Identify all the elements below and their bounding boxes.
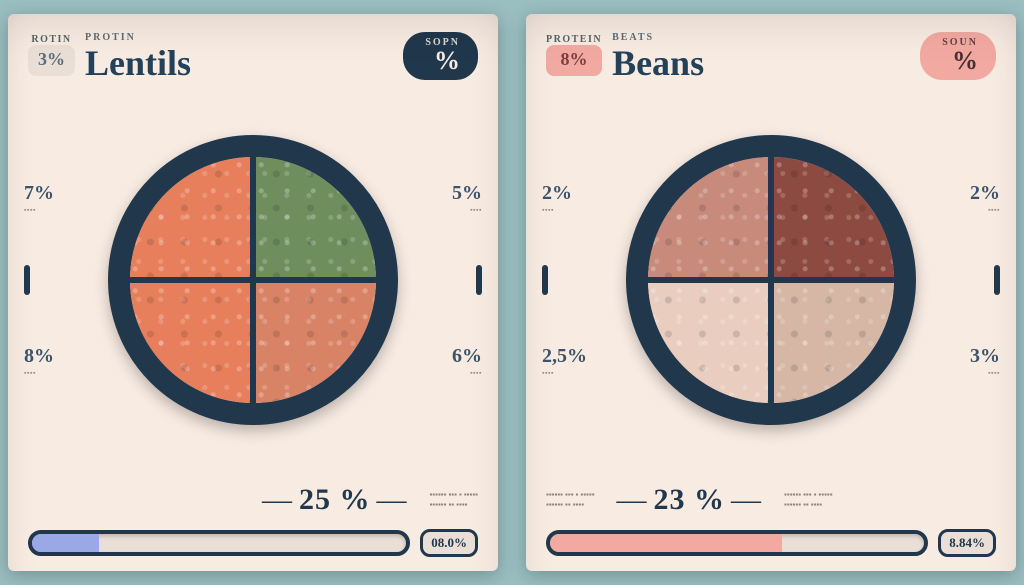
right-pill-top: SOPN (425, 38, 460, 48)
card-lentils: ROTIN 3% PROTIN Lentils SOPN % 7%▪▪▪▪ 8%… (8, 14, 498, 571)
footer-blurb-left: ▪▪▪▪▪▪ ▪▪▪ ▪ ▪▪▪▪▪▪▪▪▪▪▪ ▪▪ ▪▪▪▪ (546, 490, 595, 509)
card-beans: PROTEIN 8% BEATS Beans SOUN % 2%▪▪▪▪ 2,5… (526, 14, 1016, 571)
left-chip: PROTEIN 8% (546, 32, 602, 76)
stat-r1: 2% (970, 182, 1000, 205)
progress-bar (546, 530, 928, 556)
pie-ring (108, 135, 398, 425)
notch-icon (476, 265, 482, 295)
right-pill: SOPN % (403, 32, 478, 80)
title-block: BEATS Beans (612, 32, 910, 81)
kicker: PROTIN (85, 32, 393, 43)
left-chip-value: 8% (546, 45, 602, 76)
left-chip-label: ROTIN (28, 32, 75, 45)
footer-blurb-right: ▪▪▪▪▪▪ ▪▪▪ ▪ ▪▪▪▪▪▪▪▪▪▪▪ ▪▪ ▪▪▪▪ (784, 490, 833, 509)
stat-l2: 8% (24, 345, 54, 368)
title-block: PROTIN Lentils (85, 32, 393, 81)
pie-ring (626, 135, 916, 425)
topbar: PROTEIN 8% BEATS Beans SOUN % (546, 32, 996, 81)
quad-br (771, 280, 894, 403)
progress-wrap: 08.0% (28, 529, 478, 557)
left-stats: 7%▪▪▪▪ 8%▪▪▪▪ (24, 81, 78, 479)
quad-tr (771, 157, 894, 280)
left-chip: ROTIN 3% (28, 32, 75, 76)
notch-icon (24, 265, 30, 295)
quad-br (253, 280, 376, 403)
stat-l2: 2,5% (542, 345, 587, 368)
stat-r1: 5% (452, 182, 482, 205)
quad-tl (648, 157, 771, 280)
progress-fill (550, 534, 782, 552)
right-pill-main: % (952, 48, 978, 74)
stat-l1: 7% (24, 182, 54, 205)
footer-pct: 25 % (256, 483, 414, 517)
left-stats: 2%▪▪▪▪ 2,5%▪▪▪▪ (542, 81, 596, 479)
footer-row: 25 % ▪▪▪▪▪▪ ▪▪▪ ▪ ▪▪▪▪▪▪▪▪▪▪▪ ▪▪ ▪▪▪▪ (28, 483, 478, 517)
topbar: ROTIN 3% PROTIN Lentils SOPN % (28, 32, 478, 81)
right-pill-main: % (434, 48, 460, 74)
stat-l1: 2% (542, 182, 572, 205)
quad-tl (130, 157, 253, 280)
right-stats: 2%▪▪▪▪ 3%▪▪▪▪ (946, 81, 1000, 479)
footer-row: ▪▪▪▪▪▪ ▪▪▪ ▪ ▪▪▪▪▪▪▪▪▪▪▪ ▪▪ ▪▪▪▪ 23 % ▪▪… (546, 483, 996, 517)
kicker: BEATS (612, 32, 910, 43)
footer-pct: 23 % (611, 483, 769, 517)
right-pill: SOUN % (920, 32, 996, 80)
left-chip-label: PROTEIN (546, 32, 602, 45)
progress-wrap: 8.84% (546, 529, 996, 557)
card-title: Lentils (85, 45, 393, 81)
quad-bl (648, 280, 771, 403)
progress-bar (28, 530, 410, 556)
right-stats: 5%▪▪▪▪ 6%▪▪▪▪ (428, 81, 482, 479)
quad-tr (253, 157, 376, 280)
quad-bl (130, 280, 253, 403)
card-title: Beans (612, 45, 910, 81)
progress-label: 8.84% (938, 529, 996, 557)
notch-icon (994, 265, 1000, 295)
right-pill-top: SOUN (942, 38, 978, 48)
notch-icon (542, 265, 548, 295)
chart-area: 2%▪▪▪▪ 2,5%▪▪▪▪ 2%▪▪▪▪ 3%▪▪▪▪ (546, 81, 996, 479)
stat-r2: 3% (970, 345, 1000, 368)
progress-label: 08.0% (420, 529, 478, 557)
stat-r2: 6% (452, 345, 482, 368)
chart-area: 7%▪▪▪▪ 8%▪▪▪▪ 5%▪▪▪▪ 6%▪▪▪▪ (28, 81, 478, 479)
progress-fill (32, 534, 99, 552)
left-chip-value: 3% (28, 45, 75, 76)
footer-blurb: ▪▪▪▪▪▪ ▪▪▪ ▪ ▪▪▪▪▪▪▪▪▪▪▪ ▪▪ ▪▪▪▪ (429, 490, 478, 509)
